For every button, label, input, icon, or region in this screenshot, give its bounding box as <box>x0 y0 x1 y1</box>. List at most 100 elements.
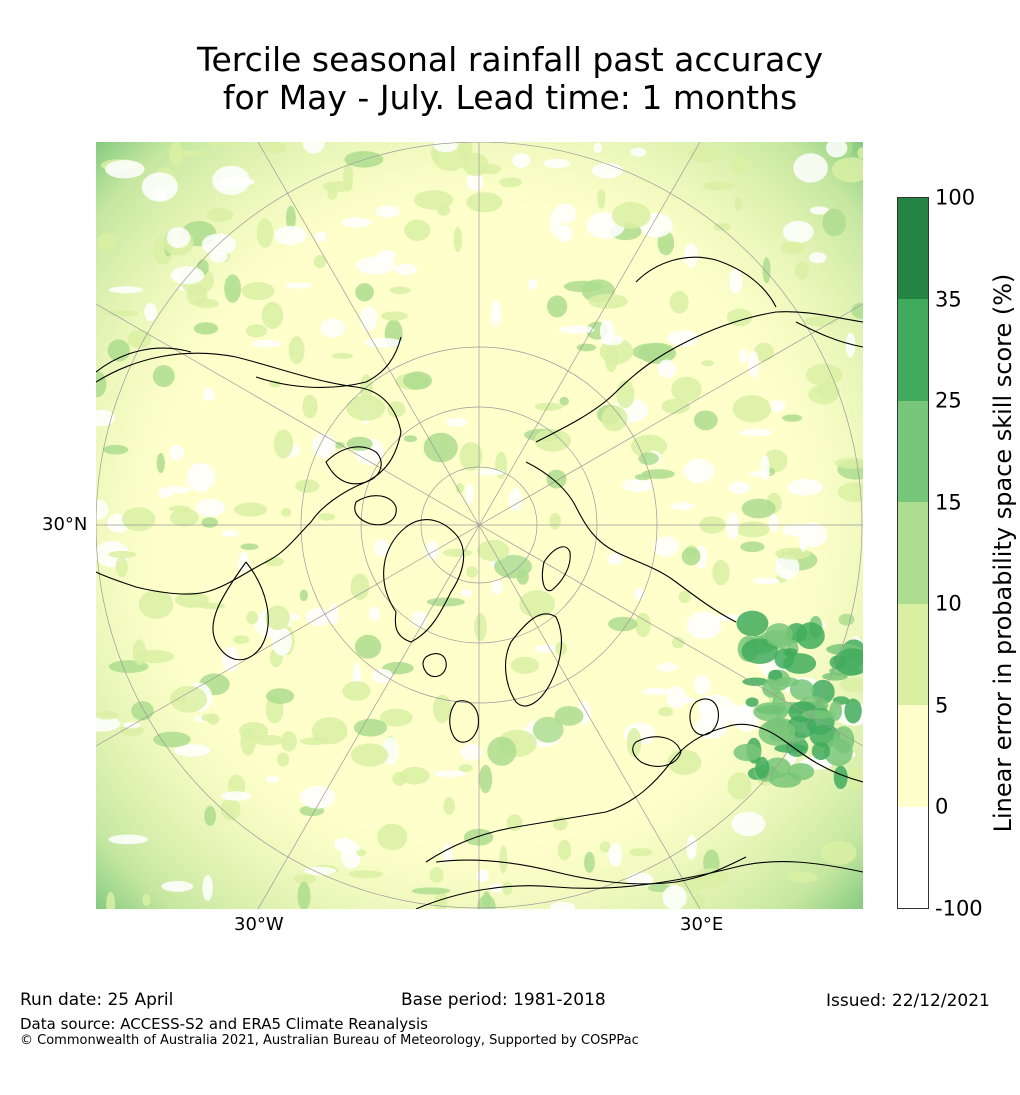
skill-field-patch <box>769 772 802 788</box>
skill-field-patch <box>543 158 571 169</box>
skill-field-patch <box>780 241 805 255</box>
skill-field-patch <box>186 285 208 306</box>
skill-field-patch <box>601 405 628 432</box>
skill-field-patch <box>371 668 394 684</box>
skill-field-patch <box>693 410 718 431</box>
skill-field-patch <box>556 224 573 243</box>
skill-field-patch <box>161 880 194 892</box>
skill-field-patch <box>221 529 238 537</box>
skill-field-patch <box>281 507 292 517</box>
skill-field-patch <box>389 286 411 295</box>
skill-field-patch <box>671 376 702 403</box>
skill-field-patch <box>380 311 408 321</box>
skill-field-patch <box>173 744 211 757</box>
skill-field-patch <box>156 453 165 473</box>
skill-field-patch <box>774 677 800 687</box>
skill-field-patch <box>667 330 699 347</box>
colorbar-segment <box>898 806 928 909</box>
skill-field-patch <box>341 217 372 228</box>
skill-field-patch <box>749 470 771 477</box>
skill-field-patch <box>608 842 623 867</box>
skill-field-patch <box>732 395 771 423</box>
skill-field-patch <box>795 261 810 280</box>
skill-field-patch <box>796 622 825 650</box>
skill-field-patch <box>241 282 275 301</box>
skill-field-patch <box>240 543 259 550</box>
british-isles-coast <box>449 700 479 743</box>
skill-field-patch <box>240 728 256 756</box>
skill-field-patch <box>340 837 353 855</box>
hudson-bay-coast <box>212 561 269 661</box>
skill-field-patch <box>499 177 522 188</box>
skill-field-patch <box>739 349 748 364</box>
skill-field-patch <box>611 202 651 229</box>
skill-field-patch <box>271 627 292 656</box>
skill-field-patch <box>701 695 712 717</box>
skill-field-patch <box>775 554 800 580</box>
skill-field-patch <box>351 743 389 767</box>
skill-field-patch <box>734 197 743 211</box>
skill-field-patch <box>342 681 371 701</box>
skill-field-patch <box>731 811 766 836</box>
skill-field-patch <box>377 823 408 851</box>
skill-field-patch <box>360 374 373 403</box>
svalbard-coast <box>422 653 447 678</box>
skill-field-patch <box>686 834 697 860</box>
skill-field-patch <box>446 417 468 427</box>
skill-field-patch <box>527 278 538 290</box>
colorbar-segment <box>898 705 928 808</box>
skill-field-patch <box>782 220 814 243</box>
skill-field-patch <box>265 605 290 630</box>
skill-field-patch <box>632 343 672 361</box>
skill-field-patch <box>554 203 577 224</box>
skill-field-patch <box>490 299 502 327</box>
skill-field-patch <box>186 462 216 492</box>
skill-field-patch <box>312 433 336 459</box>
skill-field-patch <box>355 256 396 275</box>
skill-field-patch <box>844 698 862 724</box>
skill-field-patch <box>616 380 635 409</box>
skill-field-patch <box>626 727 642 758</box>
colorbar-tick-label: 35 <box>935 287 962 312</box>
skill-field-patch <box>512 153 531 168</box>
skill-field-patch <box>763 449 788 473</box>
skill-field-patch <box>168 444 184 461</box>
skill-field-patch <box>455 483 465 494</box>
skill-field-patch <box>729 155 750 174</box>
skill-field-patch <box>834 457 863 469</box>
skill-field-patch <box>364 337 403 348</box>
skill-field-patch <box>302 394 318 419</box>
skill-field-patch <box>465 483 474 505</box>
skill-field-patch <box>108 834 148 845</box>
skill-field-patch <box>831 157 863 183</box>
skill-field-patch <box>753 342 774 362</box>
skill-field-patch <box>432 694 452 723</box>
skill-field-patch <box>170 685 208 713</box>
skill-field-patch <box>108 550 137 558</box>
skill-field-patch <box>224 274 242 303</box>
skill-field-patch <box>158 490 172 499</box>
skill-field-patch <box>768 513 779 532</box>
colorbar-tick-label: 100 <box>935 185 976 210</box>
skill-field-patch <box>193 322 219 335</box>
skill-field-patch <box>201 233 236 256</box>
skill-field-patch <box>837 482 863 502</box>
skill-field-patch <box>246 611 259 625</box>
skill-field-patch <box>549 513 561 530</box>
skill-field-patch <box>834 648 863 676</box>
skill-field-patch <box>234 502 268 517</box>
skill-field-patch <box>443 797 455 815</box>
skill-field-patch <box>433 770 467 778</box>
skill-field-patch <box>103 444 129 455</box>
skill-field-patch <box>299 589 308 601</box>
skill-field-patch <box>348 870 383 879</box>
skill-field-patch <box>209 251 228 263</box>
greenland-coast <box>383 519 465 643</box>
skill-field-patch <box>202 875 213 901</box>
skill-field-patch <box>760 454 770 481</box>
scandinavia-coast <box>505 613 562 707</box>
skill-field-patch <box>474 613 487 642</box>
skill-field-patch <box>442 548 473 557</box>
skill-field-patch <box>106 891 116 909</box>
skill-field-patch <box>166 227 191 248</box>
